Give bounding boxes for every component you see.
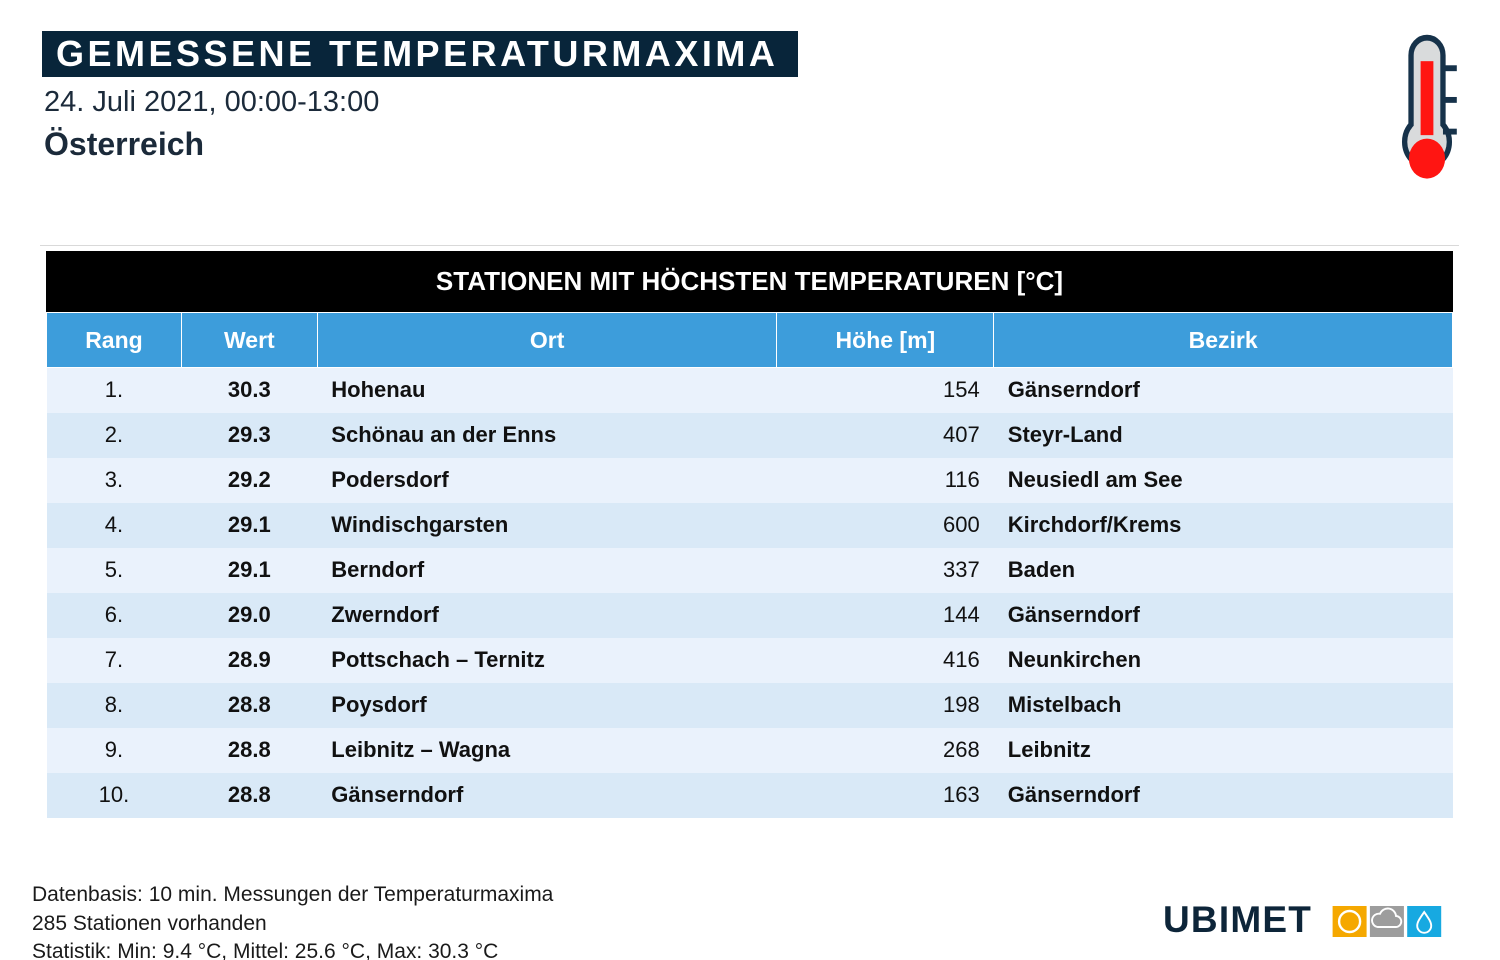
- svg-text:UBIMET: UBIMET: [1165, 905, 1312, 937]
